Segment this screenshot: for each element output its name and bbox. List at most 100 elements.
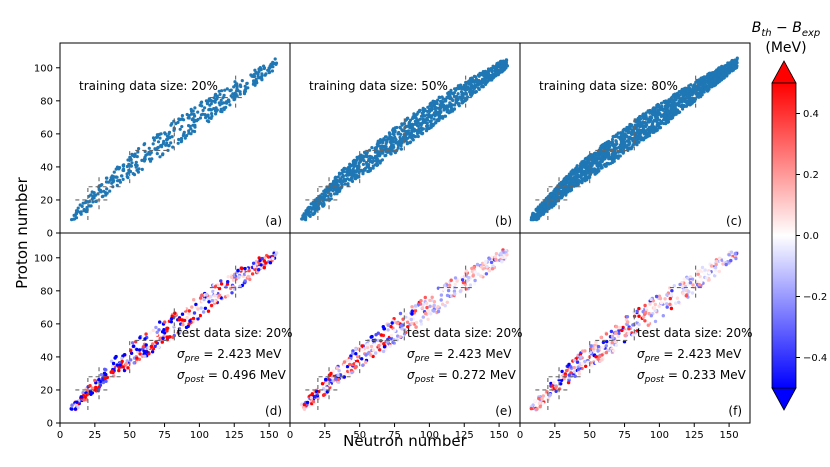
data-point xyxy=(321,393,326,397)
y-tick-label: 100 xyxy=(34,253,53,264)
data-point xyxy=(404,129,408,134)
data-point xyxy=(691,85,695,89)
data-point xyxy=(179,140,183,144)
data-point xyxy=(97,377,101,382)
data-point xyxy=(210,99,214,103)
data-point xyxy=(535,407,539,411)
data-point xyxy=(464,287,468,291)
data-point xyxy=(144,332,148,336)
scatter-points xyxy=(70,57,279,222)
data-point xyxy=(400,327,404,331)
data-point xyxy=(254,81,258,85)
data-point xyxy=(182,307,186,311)
data-point xyxy=(93,378,97,383)
data-point xyxy=(730,58,734,63)
data-point xyxy=(230,291,234,295)
data-point xyxy=(635,140,639,144)
data-point xyxy=(467,80,471,84)
data-point xyxy=(603,154,607,158)
data-point xyxy=(616,156,620,160)
data-point xyxy=(438,115,442,119)
data-point xyxy=(460,278,465,282)
data-point xyxy=(122,163,126,167)
data-point xyxy=(430,292,434,297)
data-point xyxy=(368,148,372,152)
data-point xyxy=(426,317,430,321)
data-point xyxy=(567,362,571,367)
data-point xyxy=(328,378,332,382)
data-point xyxy=(382,345,387,349)
data-point xyxy=(644,115,648,119)
data-point xyxy=(328,187,332,191)
magic-number-lines xyxy=(305,74,474,221)
data-point xyxy=(470,269,475,274)
data-point xyxy=(627,142,631,146)
panels xyxy=(59,42,751,424)
data-point xyxy=(460,99,464,103)
data-point xyxy=(420,121,424,125)
data-point xyxy=(134,165,138,169)
data-point xyxy=(428,304,432,308)
data-point xyxy=(395,141,399,145)
data-point xyxy=(200,104,204,108)
data-point xyxy=(653,319,658,324)
data-point xyxy=(393,130,397,134)
data-point xyxy=(721,71,725,75)
sigma-pre-annotation: σpre = 2.423 MeV xyxy=(177,347,282,364)
data-point xyxy=(600,159,604,163)
data-point xyxy=(674,112,678,116)
data-point xyxy=(383,329,387,334)
data-point xyxy=(646,323,650,327)
data-point xyxy=(190,109,194,113)
data-point xyxy=(421,118,425,123)
data-point xyxy=(481,79,485,83)
data-point xyxy=(467,87,471,91)
data-point xyxy=(602,157,606,161)
data-point xyxy=(158,320,162,324)
data-point xyxy=(193,125,197,129)
data-point xyxy=(223,88,227,92)
data-point xyxy=(651,120,655,124)
data-point xyxy=(376,139,380,143)
data-point xyxy=(153,344,158,348)
data-point xyxy=(726,64,730,68)
data-point xyxy=(700,265,705,270)
scatter-points xyxy=(69,250,279,412)
data-point xyxy=(652,306,657,310)
data-point xyxy=(238,92,242,96)
data-point xyxy=(572,179,576,183)
data-point xyxy=(389,152,393,156)
data-point xyxy=(553,202,557,206)
data-point xyxy=(396,334,400,338)
data-point xyxy=(389,333,394,338)
data-point xyxy=(443,105,447,109)
data-point xyxy=(699,76,703,80)
data-point xyxy=(496,61,501,65)
data-point xyxy=(659,101,664,105)
data-point xyxy=(336,190,340,194)
data-point xyxy=(659,113,663,117)
data-point xyxy=(402,332,407,336)
data-point xyxy=(399,144,403,148)
data-point xyxy=(200,293,204,297)
data-point xyxy=(472,87,476,91)
data-point xyxy=(104,180,109,184)
data-point xyxy=(416,124,420,128)
data-point xyxy=(485,79,489,83)
data-point xyxy=(478,72,482,76)
data-point xyxy=(251,82,255,86)
data-point xyxy=(198,313,202,318)
data-point xyxy=(101,380,106,385)
data-point xyxy=(112,170,116,174)
data-point xyxy=(703,268,707,272)
data-point xyxy=(429,119,433,123)
x-tick-label: 100 xyxy=(420,430,439,441)
data-point xyxy=(429,312,433,316)
data-point xyxy=(584,156,588,160)
data-point xyxy=(164,143,168,147)
data-point xyxy=(210,298,215,303)
data-point xyxy=(609,329,614,334)
data-point xyxy=(681,284,685,288)
data-point xyxy=(626,320,630,324)
